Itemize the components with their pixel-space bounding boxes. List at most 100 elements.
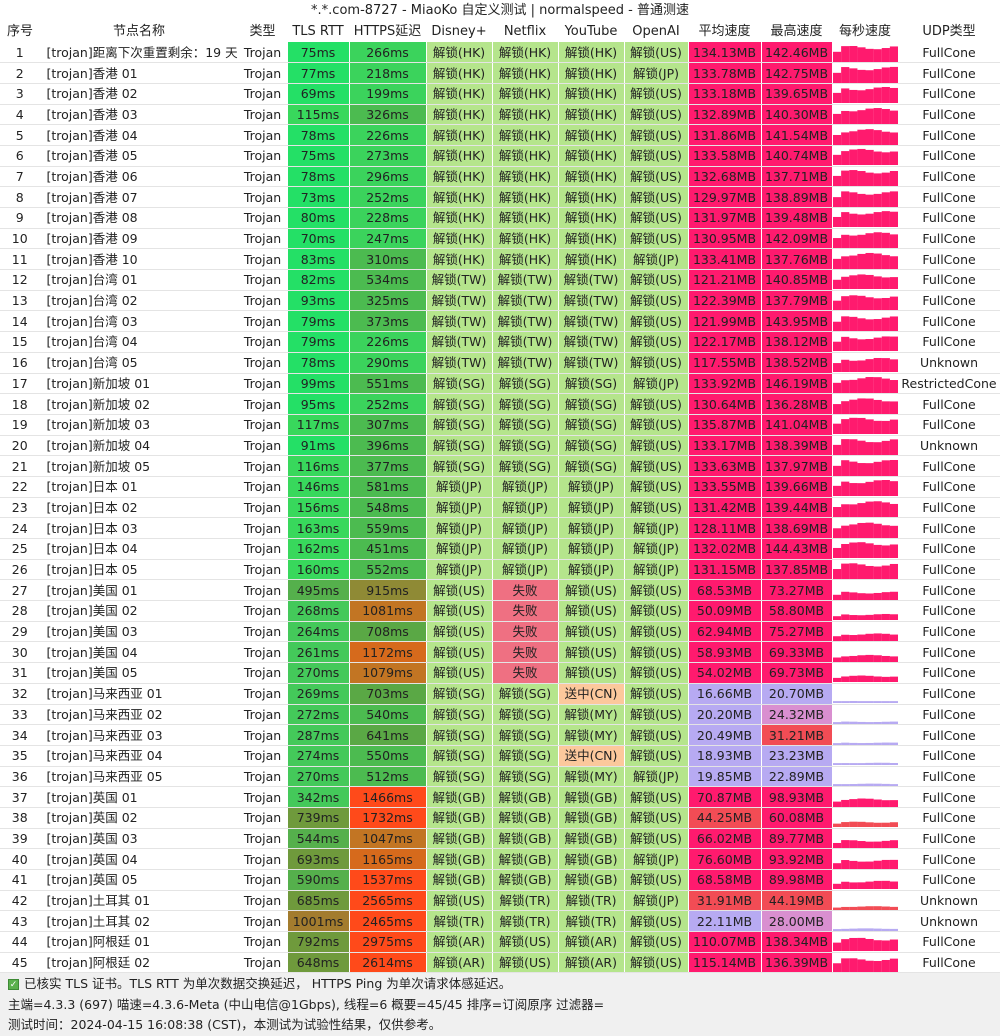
speed-bar	[881, 232, 890, 248]
speed-sparkline	[832, 938, 897, 952]
speed-bar	[873, 68, 882, 83]
index-cell: 43	[0, 910, 41, 933]
node-name-cell: [trojan]马来西亚 01	[40, 683, 239, 705]
speed-bar	[889, 296, 897, 310]
udp-type-cell: FullCone	[898, 828, 1000, 850]
https-latency-cell: 252ms	[349, 393, 427, 415]
speed-bar	[873, 701, 882, 704]
speed-bar	[873, 633, 882, 641]
https-latency-cell: 290ms	[349, 352, 427, 374]
speed-bar	[848, 338, 857, 352]
speed-sparkline	[832, 252, 897, 269]
speed-bar	[840, 721, 849, 724]
udp-type-cell: FullCone	[898, 724, 1000, 746]
tls-rtt-cell: 91ms	[287, 435, 350, 457]
index-cell: 35	[0, 745, 41, 767]
index-cell: 39	[0, 828, 41, 850]
openai-unlock-cell: 解锁(US)	[624, 331, 689, 353]
speed-bar	[889, 634, 897, 641]
udp-type-cell: Unknown	[898, 910, 1000, 933]
per-second-speed-cell	[832, 497, 899, 519]
speed-bar	[848, 821, 857, 828]
type-cell: Trojan	[238, 435, 288, 457]
avg-speed-cell: 132.68MB	[688, 166, 762, 188]
index-cell: 19	[0, 414, 41, 436]
node-name-cell: [trojan]马来西亚 05	[40, 766, 239, 788]
avg-speed-cell: 117.55MB	[688, 352, 762, 374]
speed-sparkline	[832, 439, 897, 455]
table-row: 35 [trojan]马来西亚 04 Trojan 274ms 550ms 解锁(SG) 解…	[0, 745, 1000, 767]
udp-type-cell: FullCone	[898, 952, 1000, 974]
speed-bar	[840, 400, 849, 414]
speed-bar	[865, 150, 874, 166]
speed-bar	[856, 542, 866, 559]
avg-speed-cell: 133.41MB	[688, 248, 762, 271]
speed-bar	[881, 191, 890, 207]
speed-sparkline	[832, 149, 897, 166]
type-cell: Trojan	[238, 455, 288, 477]
openai-unlock-cell: 解锁(US)	[624, 104, 689, 126]
per-second-speed-cell	[832, 579, 899, 602]
avg-speed-cell: 130.95MB	[688, 228, 762, 250]
speed-bar	[832, 321, 841, 331]
youtube-unlock-cell: 解锁(US)	[558, 600, 625, 622]
openai-unlock-cell: 解锁(US)	[624, 786, 689, 808]
https-latency-cell: 548ms	[349, 497, 427, 519]
udp-type-cell: FullCone	[898, 476, 1000, 498]
speed-bar	[856, 634, 866, 641]
speed-bar	[832, 217, 841, 228]
speed-sparkline	[832, 397, 897, 414]
type-cell: Trojan	[238, 848, 288, 870]
https-latency-cell: 2465ms	[349, 910, 427, 933]
speed-sparkline	[832, 701, 897, 704]
node-name-cell: [trojan]美国 05	[40, 662, 239, 684]
speed-bar	[832, 238, 841, 248]
speed-bar	[856, 234, 866, 248]
openai-unlock-cell: 解锁(US)	[624, 42, 689, 64]
youtube-unlock-cell: 解锁(GB)	[558, 869, 625, 891]
speed-bar	[873, 523, 882, 538]
speed-bar	[873, 480, 882, 497]
tls-rtt-cell: 287ms	[287, 724, 350, 746]
speed-bar	[840, 634, 849, 641]
speed-bar	[840, 110, 849, 124]
disney-unlock-cell: 解锁(SG)	[426, 455, 493, 477]
speed-bar	[873, 173, 882, 186]
max-speed-cell: 138.69MB	[761, 517, 833, 539]
per-second-speed-cell	[832, 207, 899, 229]
avg-speed-cell: 50.09MB	[688, 600, 762, 622]
speed-bar	[840, 380, 849, 393]
type-cell: Trojan	[238, 538, 288, 560]
udp-type-cell: FullCone	[898, 662, 1000, 684]
youtube-unlock-cell: 解锁(US)	[558, 579, 625, 602]
avg-speed-cell: 122.39MB	[688, 290, 762, 312]
type-cell: Trojan	[238, 124, 288, 146]
results-table: 序号 节点名称 类型 TLS RTT HTTPS延迟 Disney+ Netflix YouT…	[0, 21, 1000, 974]
max-speed-cell: 20.70MB	[761, 683, 833, 705]
speed-bar	[840, 882, 849, 890]
speed-bar	[856, 397, 866, 414]
avg-speed-cell: 133.17MB	[688, 435, 762, 457]
per-second-speed-cell	[832, 373, 899, 395]
index-cell: 40	[0, 848, 41, 870]
node-name-cell: [trojan]香港 10	[40, 248, 239, 271]
speed-bar	[881, 502, 890, 517]
https-latency-cell: 1079ms	[349, 662, 427, 684]
index-cell: 30	[0, 641, 41, 664]
per-second-speed-cell	[832, 455, 899, 477]
max-speed-cell: 144.43MB	[761, 538, 833, 560]
speed-bar	[840, 88, 849, 104]
type-cell: Trojan	[238, 745, 288, 767]
disney-unlock-cell: 解锁(US)	[426, 579, 493, 602]
openai-unlock-cell: 解锁(US)	[624, 310, 689, 333]
speed-bar	[848, 860, 857, 869]
speed-bar	[832, 423, 841, 435]
max-speed-cell: 139.66MB	[761, 476, 833, 498]
speed-bar	[840, 676, 849, 683]
tls-rtt-cell: 73ms	[287, 186, 350, 208]
openai-unlock-cell: 解锁(US)	[624, 269, 689, 291]
youtube-unlock-cell: 解锁(TW)	[558, 269, 625, 291]
avg-speed-cell: 19.85MB	[688, 766, 762, 788]
https-latency-cell: 226ms	[349, 331, 427, 353]
table-row: 15 [trojan]台湾 04 Trojan 79ms 226ms 解锁(TW) 解锁(T…	[0, 331, 1000, 353]
